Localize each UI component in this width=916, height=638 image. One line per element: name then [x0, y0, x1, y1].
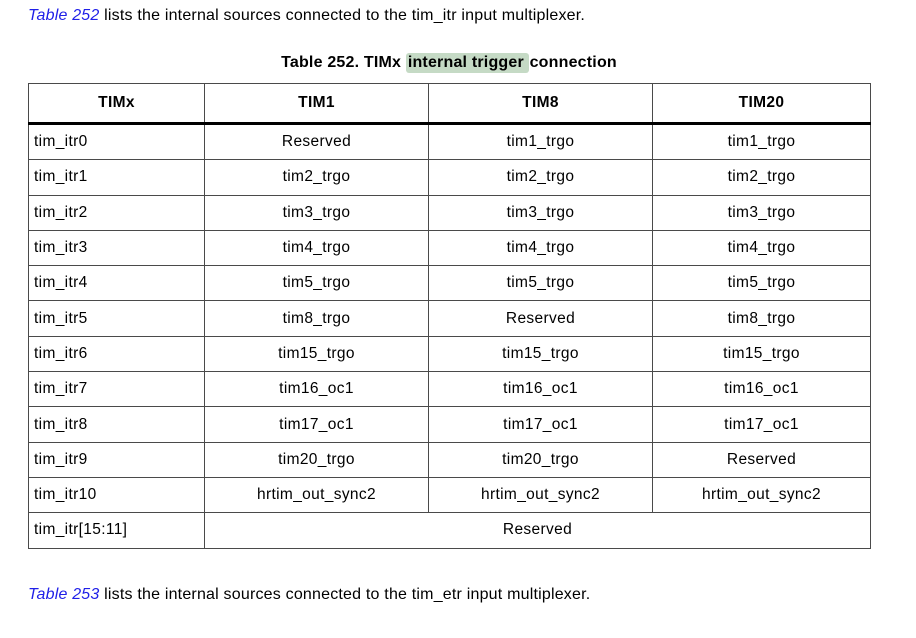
- table-row: tim_itr6 tim15_trgo tim15_trgo tim15_trgo: [28, 335, 871, 373]
- table-row: tim_itr9 tim20_trgo tim20_trgo Reserved: [28, 441, 871, 478]
- row-label-cell: tim_itr10: [28, 476, 205, 514]
- outro-text: lists the internal sources connected to …: [99, 586, 591, 603]
- table-cell: tim15_trgo: [204, 335, 429, 373]
- table-cell: tim16_oc1: [204, 371, 429, 408]
- table-cell: Reserved: [204, 122, 429, 161]
- table-row: tim_itr0 Reserved tim1_trgo tim1_trgo: [28, 122, 871, 161]
- table-253-link[interactable]: Table 253: [28, 586, 100, 603]
- row-label-cell: tim_itr0: [28, 122, 205, 161]
- table-row: tim_itr8 tim17_oc1 tim17_oc1 tim17_oc1: [28, 406, 871, 443]
- column-header-timx: TIMx: [28, 83, 205, 125]
- table-cell: hrtim_out_sync2: [204, 476, 429, 514]
- table-cell: tim15_trgo: [428, 335, 653, 373]
- table-cell: tim4_trgo: [428, 229, 653, 267]
- table-252-link[interactable]: Table 252: [28, 7, 100, 24]
- table-cell: tim1_trgo: [428, 122, 653, 161]
- table-cell: tim5_trgo: [428, 265, 653, 302]
- table-row: tim_itr1 tim2_trgo tim2_trgo tim2_trgo: [28, 159, 871, 196]
- table-cell: hrtim_out_sync2: [428, 476, 653, 514]
- row-label-cell: tim_itr5: [28, 300, 205, 337]
- table-row-merged: tim_itr[15:11] Reserved: [28, 512, 871, 549]
- table-body: tim_itr0 Reserved tim1_trgo tim1_trgo tim_it…: [28, 122, 871, 549]
- table-cell: tim17_oc1: [652, 406, 871, 443]
- table-cell: tim3_trgo: [652, 194, 871, 231]
- table-cell: Reserved: [428, 300, 653, 337]
- merged-reserved-cell: Reserved: [204, 512, 871, 549]
- row-label-cell: tim_itr3: [28, 229, 205, 267]
- row-label-cell: tim_itr4: [28, 265, 205, 302]
- table-cell: hrtim_out_sync2: [652, 476, 871, 514]
- caption-prefix: Table 252. TIMx: [281, 54, 406, 71]
- search-highlight: internal trigger: [405, 53, 529, 73]
- intro-text: lists the internal sources connected to …: [99, 7, 586, 24]
- caption-suffix: connection: [524, 54, 617, 71]
- row-label-cell: tim_itr8: [28, 406, 205, 443]
- table-caption: Table 252. TIMx internal trigger connect…: [28, 53, 870, 73]
- row-label-cell: tim_itr9: [28, 441, 205, 478]
- row-label-cell: tim_itr7: [28, 371, 205, 408]
- table-cell: tim20_trgo: [428, 441, 653, 478]
- table-row: tim_itr10 hrtim_out_sync2 hrtim_out_sync2 h…: [28, 476, 871, 514]
- table-cell: tim16_oc1: [652, 371, 871, 408]
- table-row: tim_itr3 tim4_trgo tim4_trgo tim4_trgo: [28, 229, 871, 267]
- row-label-cell: tim_itr2: [28, 194, 205, 231]
- table-cell: tim8_trgo: [652, 300, 871, 337]
- table-cell: tim4_trgo: [652, 229, 871, 267]
- table-row: tim_itr5 tim8_trgo Reserved tim8_trgo: [28, 300, 871, 337]
- intro-paragraph: Table 252 lists the internal sources con…: [28, 7, 585, 25]
- table-cell: tim4_trgo: [204, 229, 429, 267]
- table-cell: tim3_trgo: [428, 194, 653, 231]
- table-cell: tim8_trgo: [204, 300, 429, 337]
- table-cell: tim17_oc1: [428, 406, 653, 443]
- column-header-tim20: TIM20: [652, 83, 871, 125]
- table-row: tim_itr2 tim3_trgo tim3_trgo tim3_trgo: [28, 194, 871, 231]
- table-cell: tim5_trgo: [204, 265, 429, 302]
- row-label-cell: tim_itr6: [28, 335, 205, 373]
- table-cell: tim20_trgo: [204, 441, 429, 478]
- column-header-tim1: TIM1: [204, 83, 429, 125]
- table-cell: tim2_trgo: [428, 159, 653, 196]
- row-label-cell: tim_itr1: [28, 159, 205, 196]
- column-header-tim8: TIM8: [428, 83, 653, 125]
- table-cell: tim16_oc1: [428, 371, 653, 408]
- table-cell: tim1_trgo: [652, 122, 871, 161]
- table-cell: tim15_trgo: [652, 335, 871, 373]
- table-cell: Reserved: [652, 441, 871, 478]
- table-cell: tim2_trgo: [204, 159, 429, 196]
- trigger-table: TIMx TIM1 TIM8 TIM20 tim_itr0 Reserved tim…: [28, 83, 871, 549]
- table-row: tim_itr7 tim16_oc1 tim16_oc1 tim16_oc1: [28, 371, 871, 408]
- row-label-cell: tim_itr[15:11]: [28, 512, 205, 549]
- header-row: TIMx TIM1 TIM8 TIM20: [28, 83, 871, 125]
- table-cell: tim5_trgo: [652, 265, 871, 302]
- table-row: tim_itr4 tim5_trgo tim5_trgo tim5_trgo: [28, 265, 871, 302]
- table-cell: tim2_trgo: [652, 159, 871, 196]
- table-cell: tim17_oc1: [204, 406, 429, 443]
- table-cell: tim3_trgo: [204, 194, 429, 231]
- outro-paragraph: Table 253 lists the internal sources con…: [28, 586, 590, 604]
